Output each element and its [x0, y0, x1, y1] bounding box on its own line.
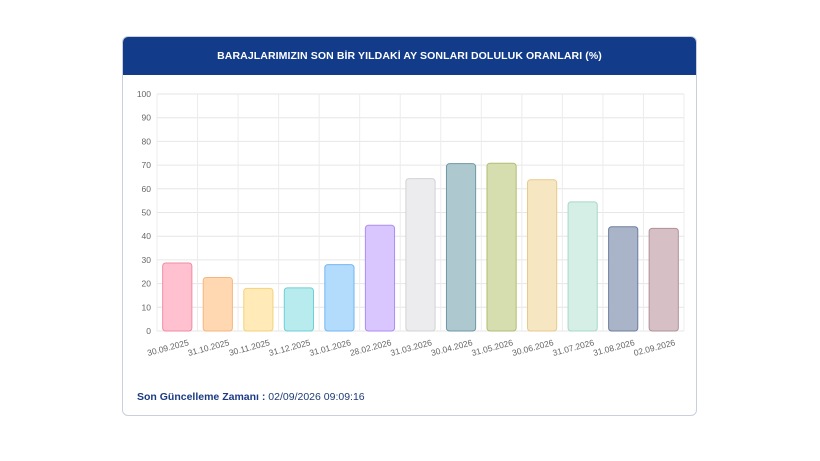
x-tick-label: 31.10.2025 — [187, 337, 231, 358]
x-tick-label: 02.09.2026 — [633, 337, 677, 358]
last-updated-label: Son Güncelleme Zamanı : — [137, 391, 266, 403]
bar — [324, 264, 355, 332]
x-tick-label: 30.09.2025 — [146, 337, 190, 358]
x-tick-label: 30.11.2025 — [228, 337, 271, 358]
x-tick-label: 31.05.2026 — [470, 337, 514, 358]
y-tick-label: 20 — [142, 279, 152, 289]
chart-card: BARAJLARIMIZIN SON BİR YILDAKİ AY SONLAR… — [122, 36, 697, 416]
y-tick-label: 80 — [142, 136, 152, 146]
y-tick-label: 0 — [146, 326, 151, 336]
bar — [648, 227, 679, 332]
bar — [527, 179, 558, 332]
y-tick-label: 70 — [142, 160, 152, 170]
last-updated: Son Güncelleme Zamanı : 02/09/2026 09:09… — [137, 391, 365, 403]
x-tick-label: 31.12.2025 — [268, 337, 312, 358]
bar — [162, 262, 193, 332]
bar — [364, 224, 396, 332]
x-tick-label: 31.08.2026 — [592, 337, 636, 358]
x-tick-label: 28.02.2026 — [349, 337, 393, 358]
last-updated-value: 02/09/2026 09:09:16 — [268, 391, 365, 403]
y-tick-label: 30 — [142, 255, 152, 265]
bar — [445, 163, 477, 332]
y-tick-label: 100 — [137, 89, 151, 99]
bar — [486, 162, 517, 332]
bar — [608, 226, 639, 332]
chart-title: BARAJLARIMIZIN SON BİR YILDAKİ AY SONLAR… — [123, 37, 696, 75]
bar — [243, 287, 274, 332]
bar — [202, 276, 233, 332]
bar — [567, 201, 598, 332]
bar — [405, 178, 436, 332]
y-tick-label: 50 — [142, 208, 152, 218]
y-tick-label: 60 — [142, 184, 152, 194]
bar — [283, 287, 314, 332]
x-tick-label: 31.03.2026 — [389, 337, 433, 358]
y-tick-label: 40 — [142, 231, 152, 241]
x-tick-label: 31.01.2026 — [308, 337, 352, 358]
x-tick-label: 30.06.2026 — [511, 337, 555, 358]
y-tick-label: 10 — [142, 302, 152, 312]
bar-chart: 0 10 20 30 40 50 60 70 80 90 100 30.09.202531.10.20… — [137, 89, 685, 358]
y-tick-label: 90 — [142, 113, 152, 123]
x-tick-label: 31.07.2026 — [551, 337, 595, 358]
x-tick-label: 30.04.2026 — [430, 337, 474, 358]
